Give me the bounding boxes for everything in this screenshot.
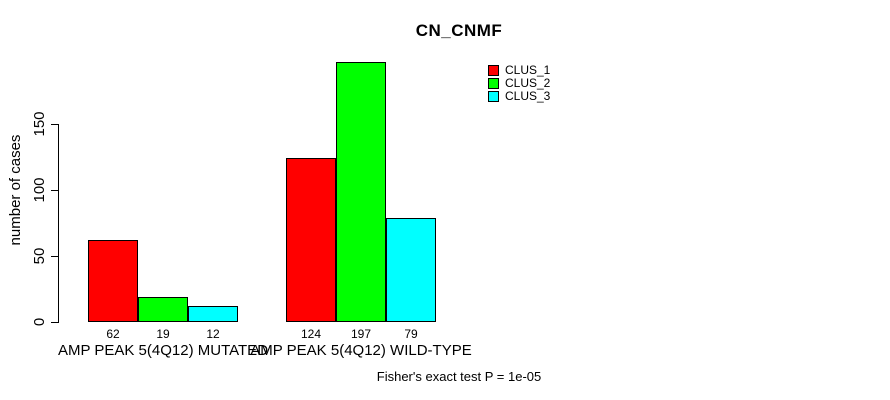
bar-clus_2-group1 bbox=[138, 297, 188, 322]
bar-clus_2-group2 bbox=[336, 62, 386, 322]
legend-item: CLUS_1 bbox=[488, 64, 550, 77]
y-tick-label: 100 bbox=[31, 177, 48, 203]
bar-clus_3-group2 bbox=[386, 218, 436, 322]
legend: CLUS_1 CLUS_2 CLUS_3 bbox=[488, 64, 550, 103]
y-axis-line bbox=[58, 124, 59, 323]
y-tick bbox=[51, 256, 58, 257]
bar-value-label: 197 bbox=[350, 327, 372, 341]
y-tick-label: 150 bbox=[31, 111, 48, 137]
legend-label: CLUS_3 bbox=[505, 89, 551, 103]
legend-label: CLUS_1 bbox=[505, 63, 551, 77]
bar-clus_1-group1 bbox=[88, 240, 138, 322]
legend-item: CLUS_3 bbox=[488, 90, 550, 103]
bar-value-label: 124 bbox=[300, 327, 322, 341]
bar-value-label: 79 bbox=[404, 327, 418, 341]
y-axis-label: number of cases bbox=[7, 134, 24, 246]
legend-label: CLUS_2 bbox=[505, 76, 551, 90]
bar-value-label: 62 bbox=[106, 327, 120, 341]
bar-value-label: 19 bbox=[156, 327, 170, 341]
legend-swatch-clus_3 bbox=[488, 91, 499, 102]
legend-item: CLUS_2 bbox=[488, 77, 550, 90]
y-tick bbox=[51, 190, 58, 191]
statistical-annotation: Fisher's exact test P = 1e-05 bbox=[376, 369, 542, 384]
y-tick-label: 0 bbox=[31, 317, 48, 327]
y-tick bbox=[51, 124, 58, 125]
category-label: AMP PEAK 5(4Q12) MUTATED bbox=[57, 342, 269, 359]
y-tick bbox=[51, 322, 58, 323]
chart-title: CN_CNMF bbox=[415, 21, 503, 40]
category-label: AMP PEAK 5(4Q12) WILD-TYPE bbox=[250, 342, 472, 359]
y-tick-label: 50 bbox=[31, 247, 48, 265]
legend-swatch-clus_2 bbox=[488, 78, 499, 89]
bar-clus_1-group2 bbox=[286, 158, 336, 322]
bar-clus_3-group1 bbox=[188, 306, 238, 322]
bar-value-label: 12 bbox=[206, 327, 220, 341]
legend-swatch-clus_1 bbox=[488, 65, 499, 76]
